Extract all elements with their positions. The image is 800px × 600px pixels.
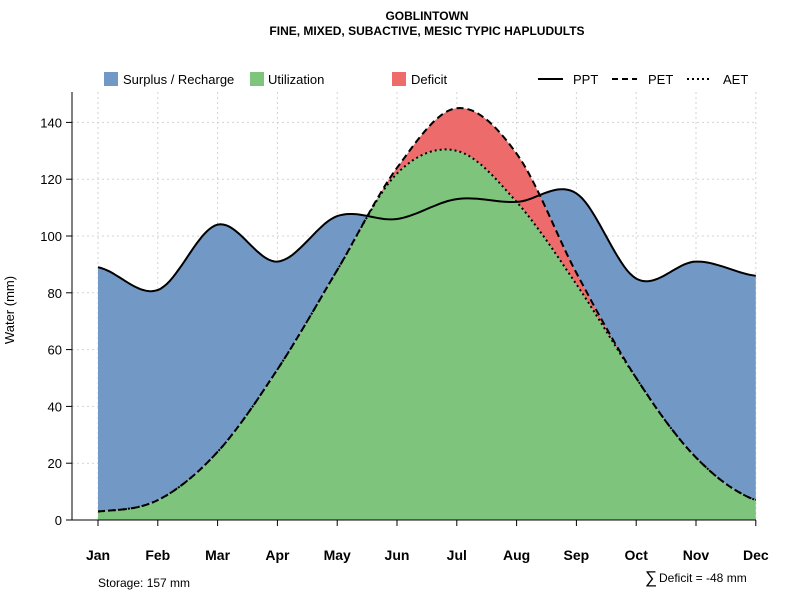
legend-label-utilization: Utilization: [268, 72, 324, 87]
y-tick-label: 80: [48, 286, 62, 301]
y-tick-label: 120: [40, 172, 62, 187]
y-tick-label: 40: [48, 399, 62, 414]
legend-label-pet: PET: [648, 72, 673, 87]
legend-swatch-utilization: [250, 72, 264, 86]
storage-annotation: Storage: 157 mm: [98, 576, 190, 590]
legend-label-deficit: Deficit: [411, 72, 448, 87]
x-tick-label-mar: Mar: [205, 547, 230, 563]
y-tick-label: 0: [55, 513, 62, 528]
y-tick-label: 140: [40, 115, 62, 130]
x-tick-label-sep: Sep: [564, 547, 590, 563]
x-tick-label-jun: Jun: [385, 547, 410, 563]
sum-symbol: ∑: [645, 568, 657, 587]
filled-areas: [98, 108, 756, 520]
axes: 0 20 40 60 80 100 120 140 Jan Feb Mar Apr May Jun Jul A…: [40, 92, 769, 563]
x-tick-label-may: May: [324, 547, 351, 563]
legend-label-aet: AET: [723, 72, 748, 87]
legend: Surplus / Recharge Utilization Deficit P…: [104, 72, 748, 87]
legend-label-ppt: PPT: [573, 72, 598, 87]
area-surplus-recharge: [98, 189, 756, 512]
x-tick-label-feb: Feb: [145, 547, 170, 563]
x-tick-label-dec: Dec: [743, 547, 769, 563]
x-tick-label-aug: Aug: [503, 547, 530, 563]
chart-title: GOBLINTOWN: [385, 9, 468, 23]
area-utilization: [98, 149, 756, 520]
x-tick-label-jan: Jan: [86, 547, 110, 563]
legend-label-surplus: Surplus / Recharge: [123, 72, 234, 87]
series-lines: [97, 106, 757, 513]
x-tick-label-oct: Oct: [625, 547, 649, 563]
legend-swatch-deficit: [392, 72, 406, 86]
series-line-pet: [97, 106, 757, 513]
y-tick-label: 100: [40, 229, 62, 244]
series-line-aet: [97, 148, 757, 513]
series-line-ppt: [97, 188, 756, 293]
x-tick-label-apr: Apr: [265, 547, 290, 563]
chart-subtitle: FINE, MIXED, SUBACTIVE, MESIC TYPIC HAPL…: [269, 24, 584, 38]
deficit-annotation: Deficit = -48 mm: [659, 571, 747, 585]
x-tick-label-nov: Nov: [683, 547, 710, 563]
x-tick-label-jul: Jul: [447, 547, 467, 563]
y-tick-label: 60: [48, 343, 62, 358]
y-tick-label: 20: [48, 456, 62, 471]
y-axis-label: Water (mm): [2, 276, 17, 344]
legend-swatch-surplus: [104, 72, 118, 86]
